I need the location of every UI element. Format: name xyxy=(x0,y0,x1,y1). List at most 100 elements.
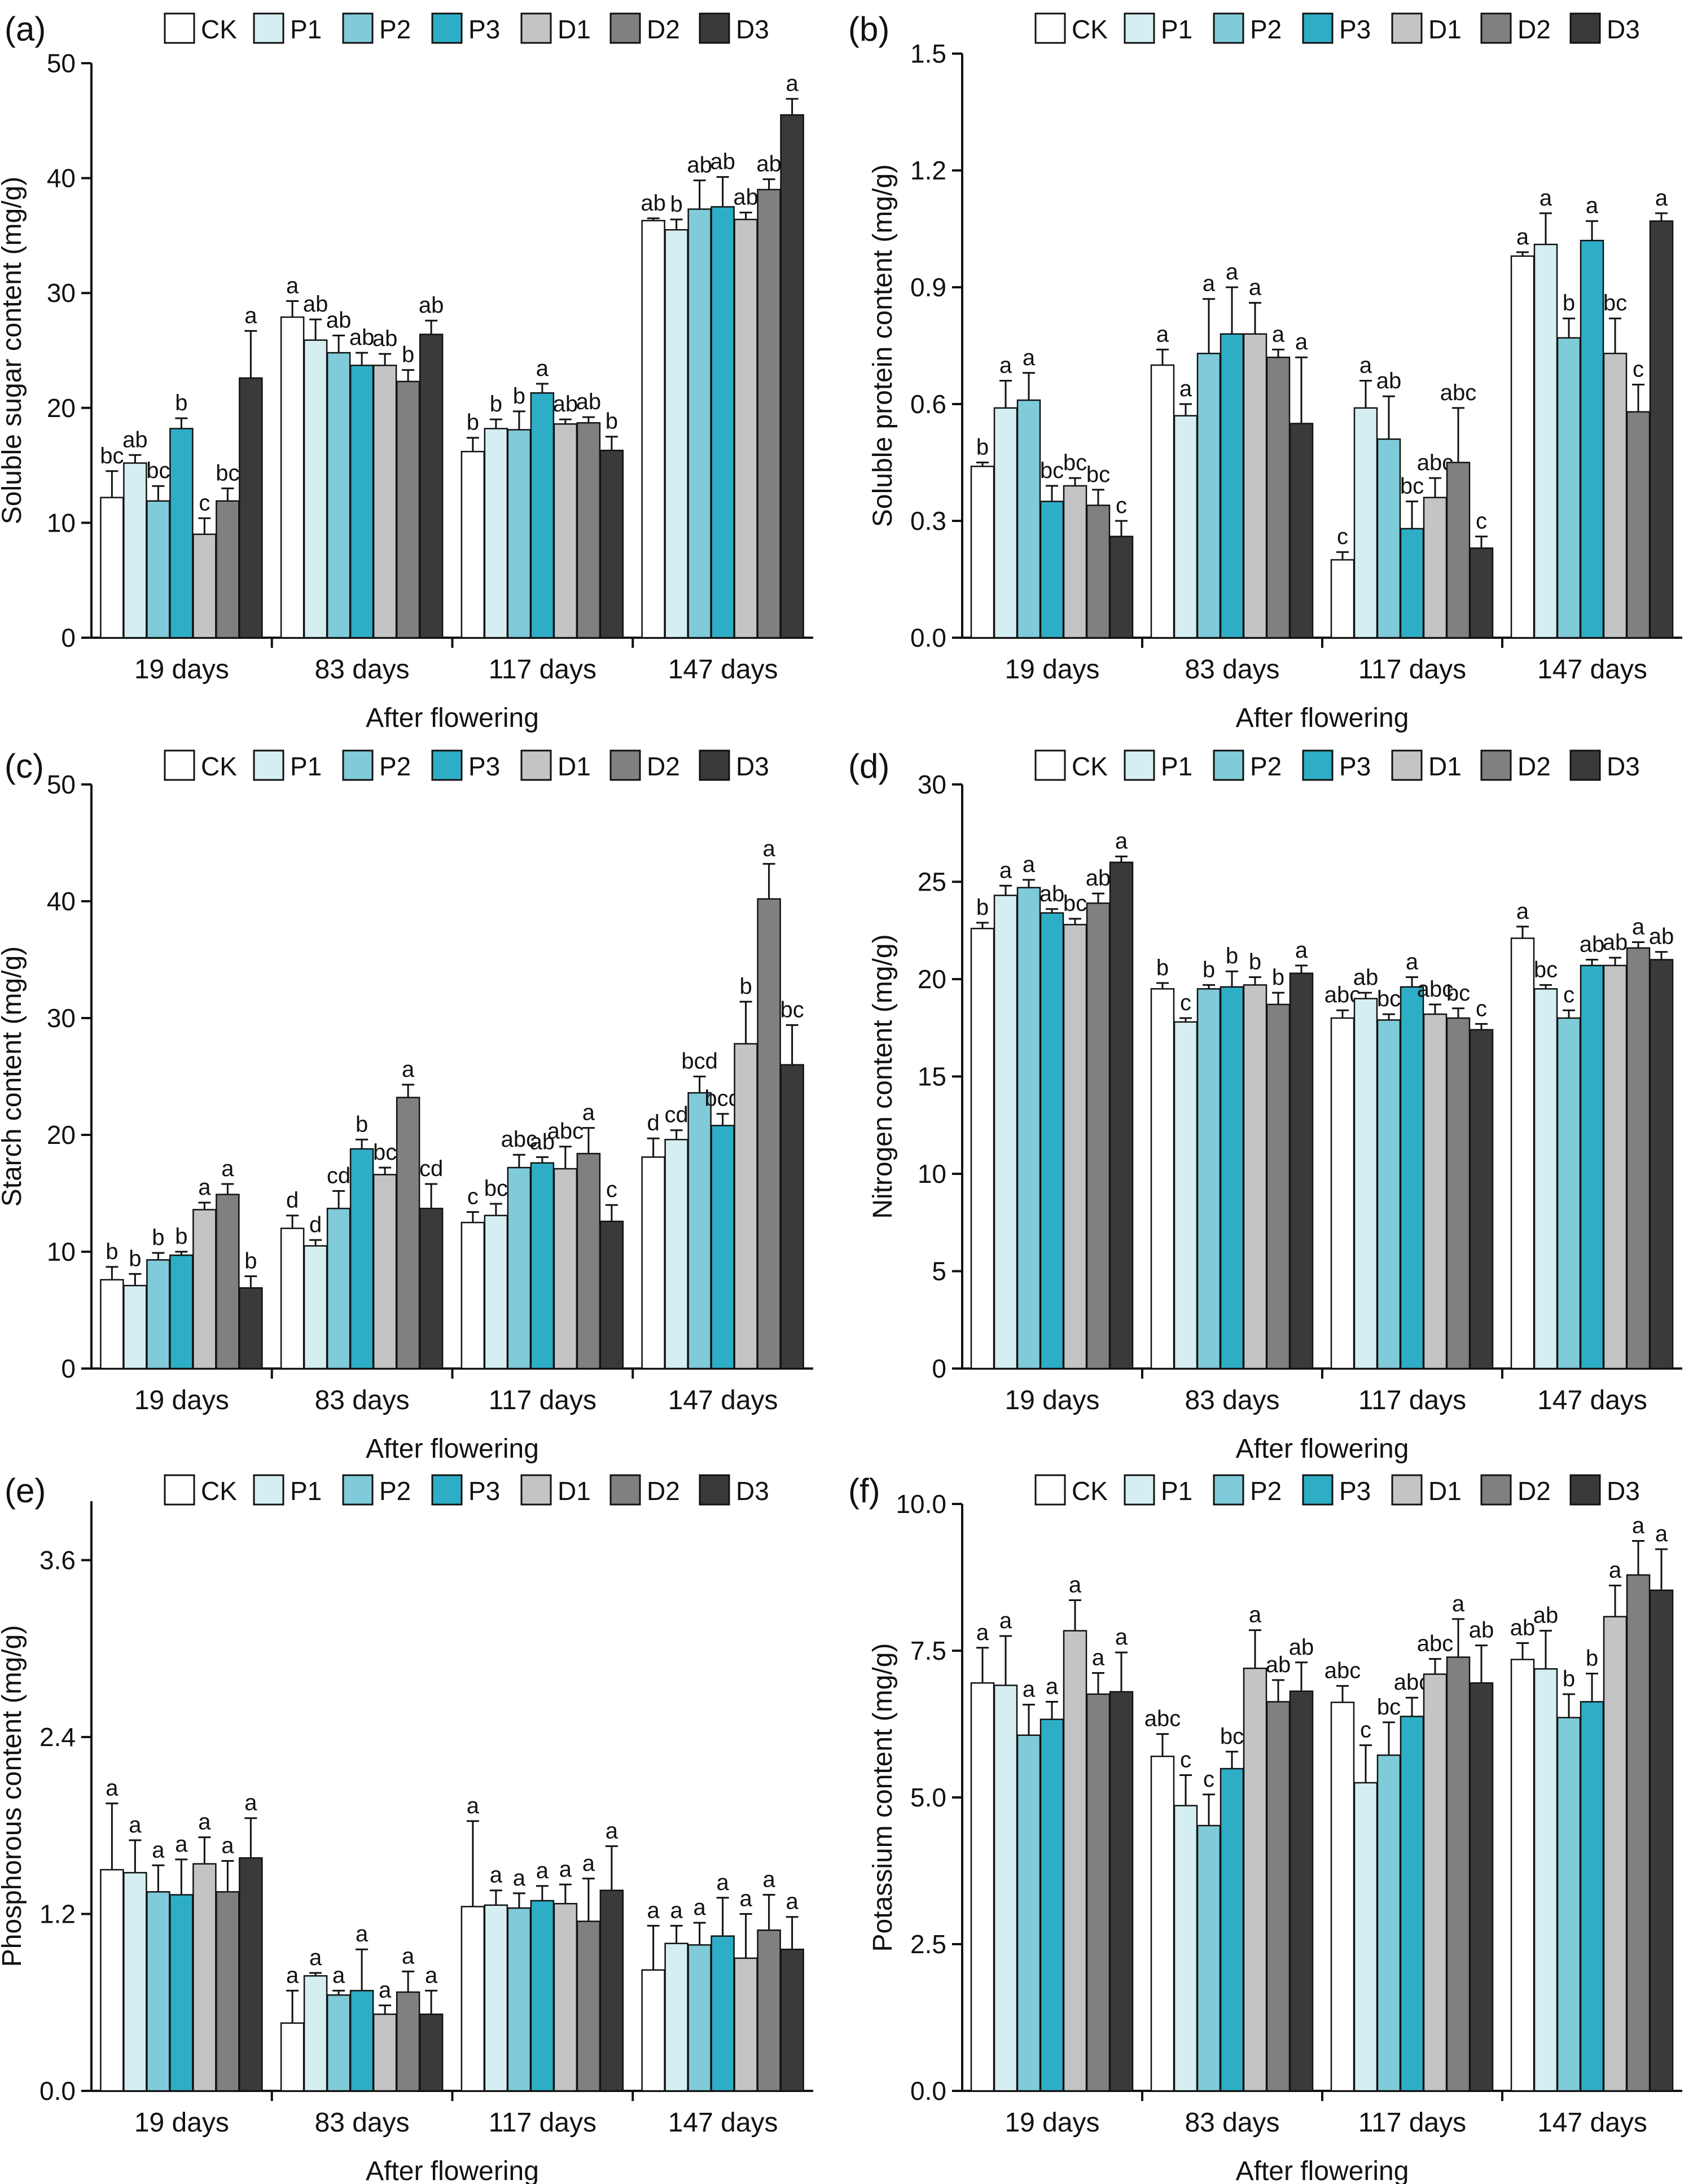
y-tick-label: 20 xyxy=(47,1120,76,1150)
bar-d2 xyxy=(396,1097,420,1370)
bar-p2 xyxy=(1376,1754,1401,2092)
y-tick-label: 5.0 xyxy=(910,1783,946,1812)
y-axis-title: Phosphorous content (mg/g) xyxy=(0,1625,27,1967)
bar-p1 xyxy=(484,1904,508,2092)
significance-letter: a xyxy=(286,1963,299,1988)
bar-d1 xyxy=(192,533,217,639)
bar-ck xyxy=(1330,559,1355,639)
legend-swatch-p1 xyxy=(1124,1474,1155,1506)
bar-ck xyxy=(280,316,305,639)
bar-ck xyxy=(1150,988,1175,1370)
significance-letter: ab xyxy=(1510,1615,1536,1640)
significance-letter: a xyxy=(717,1870,730,1895)
significance-letter: b xyxy=(1586,1646,1598,1671)
bar-d1 xyxy=(1423,497,1448,639)
significance-letter: c xyxy=(1337,524,1348,549)
legend-label: P3 xyxy=(468,15,500,44)
legend-swatch-p1 xyxy=(1124,749,1155,781)
significance-letter: a xyxy=(740,1887,753,1911)
significance-letter: a xyxy=(1632,1514,1645,1538)
legend-swatch-p3 xyxy=(1302,1474,1334,1506)
y-tick-label: 3.6 xyxy=(40,1546,76,1575)
x-tick-label: 117 days xyxy=(1358,2108,1466,2138)
legend-swatch-ck xyxy=(164,749,195,781)
bar-d3 xyxy=(1649,220,1674,639)
bar-d1 xyxy=(1423,1013,1448,1370)
bar-ck xyxy=(460,450,485,639)
bar-p3 xyxy=(1220,333,1244,639)
significance-letter: c xyxy=(199,490,210,515)
legend-label: D2 xyxy=(647,15,680,44)
bar-p3 xyxy=(1400,1716,1424,2092)
bar-d3 xyxy=(780,1948,804,2092)
x-tick-label: 147 days xyxy=(668,1385,778,1415)
legend-swatch-p2 xyxy=(342,12,374,44)
bar-p3 xyxy=(169,1254,194,1370)
bar-p2 xyxy=(1196,353,1221,639)
legend-swatch-p2 xyxy=(1213,749,1244,781)
x-axis-title: After flowering xyxy=(366,2156,539,2184)
y-axis-title: Potassium content (mg/g) xyxy=(868,1643,898,1952)
significance-letter: a xyxy=(1179,376,1192,401)
y-tick-label: 20 xyxy=(918,964,946,994)
y-tick-label: 30 xyxy=(47,278,76,308)
legend: CK P1 P2 P3 D1 D2 D3 xyxy=(1034,749,1640,781)
significance-letter: b xyxy=(129,1246,141,1271)
significance-letter: a xyxy=(1655,1521,1668,1546)
chart-panel-5: (e) 0.0 1.2 2.4 3.6 Phosphorous content (mg/g… xyxy=(0,1472,813,2184)
bar-d3 xyxy=(1289,972,1314,1370)
bar-d3 xyxy=(1649,959,1674,1370)
significance-letter: bc xyxy=(1400,474,1424,499)
significance-letter: cd xyxy=(419,1156,443,1181)
significance-letter: b xyxy=(106,1239,118,1264)
y-axis-title: Starch content (mg/g) xyxy=(0,946,27,1207)
bar-d3 xyxy=(419,334,444,639)
legend-swatch-p2 xyxy=(1213,1474,1244,1506)
bar-d3 xyxy=(599,1889,624,2092)
significance-letter: ab xyxy=(1266,1652,1291,1677)
bar-d2 xyxy=(576,1152,601,1370)
x-tick-label: 19 days xyxy=(134,1385,229,1415)
x-tick-label: 19 days xyxy=(134,655,229,685)
bar-p3 xyxy=(530,1162,555,1370)
significance-letter: c xyxy=(467,1185,479,1209)
significance-letter: a xyxy=(402,1944,415,1968)
bar-d1 xyxy=(553,423,578,639)
bar-p1 xyxy=(993,407,1018,639)
legend-swatch-p2 xyxy=(342,1474,374,1506)
legend-label: P3 xyxy=(1339,15,1371,44)
significance-letter: bc xyxy=(1446,981,1470,1006)
significance-letter: bc xyxy=(1377,986,1401,1011)
significance-letter: abc xyxy=(1324,1658,1361,1683)
bar-d3 xyxy=(239,377,263,639)
significance-letter: ab xyxy=(1040,882,1065,906)
legend: CK P1 P2 P3 D1 D2 D3 xyxy=(164,1474,769,1506)
bar-d2 xyxy=(1446,1656,1471,2092)
x-axis-title: After flowering xyxy=(1236,1434,1409,1464)
bar-d3 xyxy=(599,449,624,639)
bar-d3 xyxy=(599,1220,624,1370)
legend-swatch-p1 xyxy=(1124,12,1155,44)
y-tick-label: 2.5 xyxy=(910,1929,946,1959)
significance-letter: b xyxy=(740,974,752,999)
y-tick-label: 0.3 xyxy=(910,506,946,536)
bar-d1 xyxy=(1603,353,1628,639)
bar-ck xyxy=(641,1969,665,2092)
legend-swatch-p2 xyxy=(342,749,374,781)
significance-letter: c xyxy=(1476,509,1487,534)
bar-p1 xyxy=(1173,1021,1198,1370)
legend-swatch-p3 xyxy=(1302,12,1334,44)
y-tick-label: 0.6 xyxy=(910,389,946,419)
significance-letter: bc xyxy=(1220,1724,1244,1749)
bar-d1 xyxy=(372,365,397,639)
x-tick-label: 19 days xyxy=(1005,1385,1099,1415)
panel-label: (c) xyxy=(5,747,44,785)
significance-letter: a xyxy=(1586,194,1599,218)
bar-d1 xyxy=(372,1174,397,1370)
significance-letter: b xyxy=(1563,1666,1575,1691)
bar-d3 xyxy=(780,1064,804,1370)
bar-p2 xyxy=(1556,1017,1581,1370)
panel-label: (f) xyxy=(848,1472,880,1510)
significance-letter: bc xyxy=(146,458,170,483)
significance-letter: b xyxy=(467,410,479,435)
